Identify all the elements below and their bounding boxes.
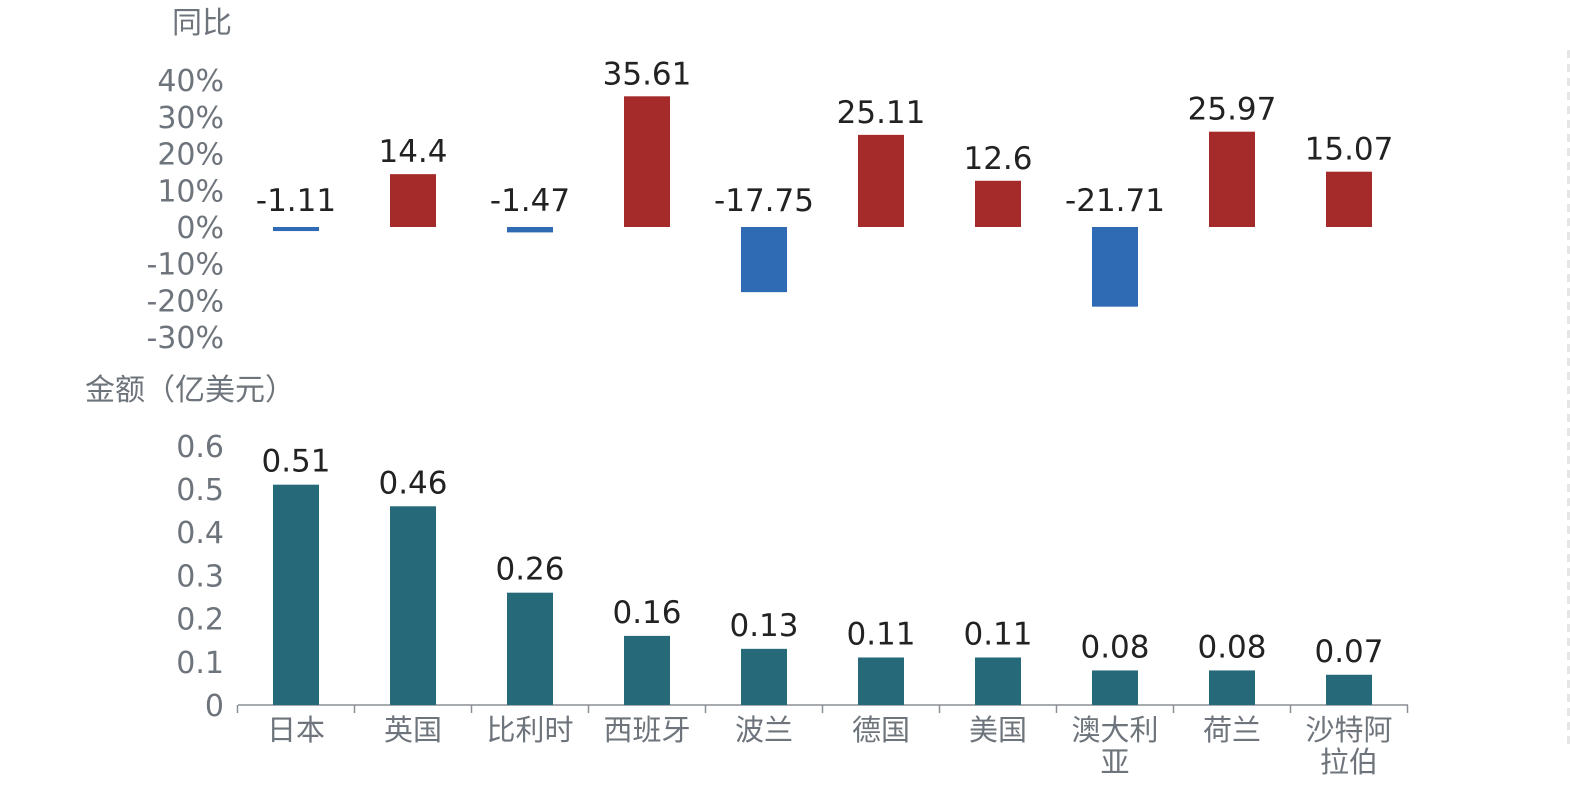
amount-bar [858,657,904,705]
top-y-tick: 30% [157,101,224,136]
yoy-bar [624,96,670,227]
bottom-y-tick: 0.5 [176,473,224,508]
edge-decoration [1567,50,1570,750]
amount-bar [1209,670,1255,705]
top-y-tick: 0% [176,211,224,246]
yoy-bar [858,134,904,227]
amount-data-label: 0.46 [378,465,447,501]
amount-data-label: 0.11 [846,616,915,652]
yoy-bar [273,227,319,232]
yoy-data-label: 15.07 [1305,132,1394,168]
bottom-y-tick: 0.2 [176,603,224,638]
yoy-bar [975,180,1021,227]
x-category-label: 拉伯 [1320,745,1378,779]
x-category-label: 沙特阿 [1305,713,1392,747]
yoy-bar [1209,131,1255,227]
amount-bar [507,592,553,705]
x-category-label: 荷兰 [1203,713,1261,747]
top-y-tick: -10% [146,248,224,283]
yoy-data-label: -1.11 [256,183,336,219]
bottom-y-tick: 0.4 [176,516,224,551]
amount-data-label: 0.08 [1080,629,1149,665]
amount-bar [273,484,319,705]
top-y-tick: -30% [146,321,224,356]
yoy-bar [1326,171,1372,227]
yoy-data-label: 25.97 [1188,92,1277,128]
yoy-data-label: -1.47 [490,183,570,219]
top-y-tick: 20% [157,138,224,173]
x-category-label: 亚 [1100,745,1129,779]
amount-data-label: 0.13 [729,608,798,644]
x-category-label: 德国 [852,713,910,747]
yoy-data-label: 14.4 [378,134,447,170]
yoy-data-label: 35.61 [603,56,692,92]
amount-data-label: 0.11 [963,616,1032,652]
bottom-y-tick: 0.3 [176,559,224,594]
amount-bar [741,648,787,705]
bottom-y-tick: 0 [205,689,224,724]
yoy-data-label: -17.75 [714,183,814,219]
amount-bar [1326,674,1372,705]
yoy-data-label: 12.6 [963,141,1032,177]
amount-bar [390,506,436,705]
x-category-label: 西班牙 [603,713,690,747]
x-category-label: 波兰 [735,713,793,747]
yoy-data-label: -21.71 [1065,183,1165,219]
x-category-label: 美国 [969,713,1027,747]
amount-data-label: 0.08 [1197,629,1266,665]
amount-data-label: 0.26 [495,552,564,588]
amount-bar [624,635,670,705]
amount-data-label: 0.07 [1314,634,1383,670]
yoy-bar [1092,227,1138,307]
x-category-label: 澳大利 [1071,713,1158,747]
amount-bar [1092,670,1138,705]
bottom-y-tick: 0.6 [176,430,224,465]
yoy-bar [507,227,553,233]
top-chart-ylabel: 同比 [172,6,232,41]
amount-data-label: 0.51 [261,444,330,480]
bottom-chart-ylabel: 金额（亿美元） [85,373,295,408]
x-category-label: 日本 [267,713,325,747]
bottom-y-tick: 0.1 [176,646,224,681]
top-y-tick: 40% [157,64,224,99]
yoy-data-label: 25.11 [837,95,926,131]
amount-data-label: 0.16 [612,595,681,631]
top-y-tick: -20% [146,284,224,319]
x-category-label: 比利时 [486,713,573,747]
yoy-bar [390,174,436,227]
amount-bar [975,657,1021,705]
yoy-bar [741,227,787,293]
x-category-label: 英国 [384,713,442,747]
top-y-tick: 10% [157,174,224,209]
